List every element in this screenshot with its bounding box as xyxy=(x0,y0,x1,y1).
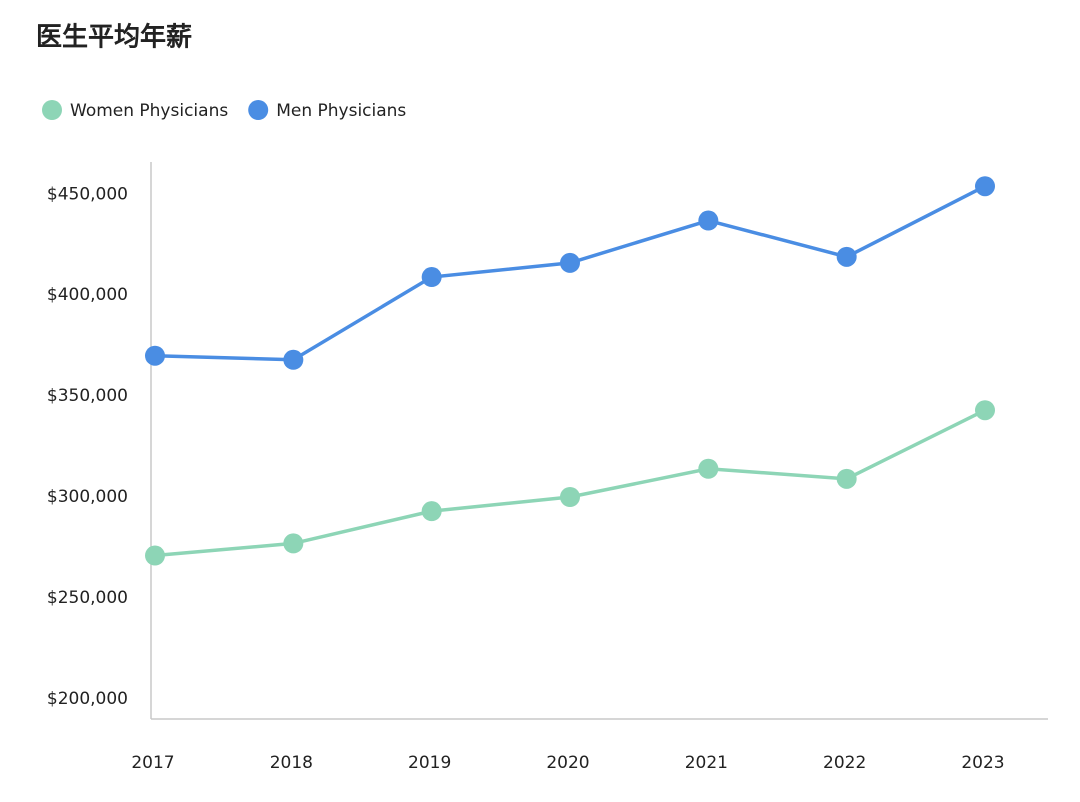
y-tick-label: $450,000 xyxy=(47,184,128,204)
y-tick-label: $250,000 xyxy=(47,588,128,608)
x-tick-label: 2019 xyxy=(408,753,451,773)
y-tick-label: $200,000 xyxy=(47,689,128,709)
x-tick-label: 2021 xyxy=(685,753,728,773)
legend-label: Men Physicians xyxy=(276,101,406,121)
legend-label: Women Physicians xyxy=(70,101,228,121)
data-point xyxy=(421,501,442,522)
data-point xyxy=(283,349,304,370)
data-point xyxy=(836,246,857,267)
y-tick-label: $400,000 xyxy=(47,285,128,305)
data-point xyxy=(145,545,165,566)
data-point xyxy=(698,458,719,479)
data-point xyxy=(698,210,719,231)
x-tick-label: 2018 xyxy=(270,753,313,773)
x-tick-label: 2017 xyxy=(131,753,174,773)
data-point xyxy=(975,400,995,421)
data-point xyxy=(836,468,857,489)
series-line xyxy=(154,408,986,558)
data-point xyxy=(145,345,165,366)
legend-marker xyxy=(42,100,62,120)
x-tick-label: 2020 xyxy=(546,753,589,773)
y-tick-label: $350,000 xyxy=(47,386,128,406)
data-point xyxy=(560,252,580,273)
x-tick-label: 2022 xyxy=(823,753,866,773)
data-point xyxy=(283,533,304,554)
series-line xyxy=(154,184,986,362)
data-point xyxy=(975,176,995,197)
data-point xyxy=(421,267,442,288)
chart-title: 医生平均年薪 xyxy=(36,22,192,53)
data-point xyxy=(560,487,580,508)
y-tick-label: $300,000 xyxy=(47,487,128,507)
legend-marker xyxy=(248,100,269,120)
x-tick-label: 2023 xyxy=(961,753,1004,773)
